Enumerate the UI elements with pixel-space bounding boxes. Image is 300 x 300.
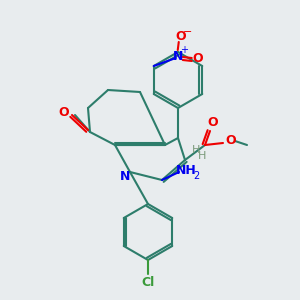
Text: H: H [198,151,206,161]
Text: O: O [59,106,69,119]
Text: O: O [176,29,186,43]
Text: N: N [172,50,183,62]
Text: O: O [192,52,203,65]
Text: Cl: Cl [141,275,154,289]
Text: N: N [120,170,130,184]
Text: O: O [226,134,236,148]
Text: 2: 2 [193,171,199,181]
Text: O: O [208,116,218,130]
Text: NH: NH [176,164,197,176]
Text: +: + [180,45,188,55]
Text: −: − [183,27,192,37]
Text: H: H [192,145,200,155]
